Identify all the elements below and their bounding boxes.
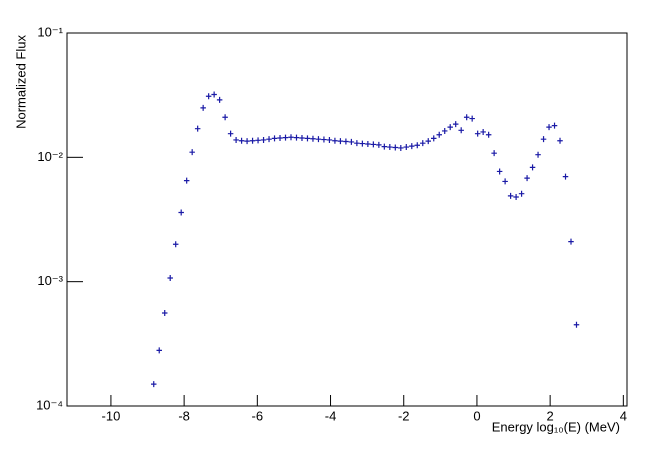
y-tick-label: 10⁻²: [37, 149, 63, 164]
data-point: [304, 135, 311, 142]
data-point: [535, 151, 541, 158]
data-point: [332, 137, 338, 144]
x-tick-label: 0: [473, 408, 480, 423]
data-point: [343, 138, 349, 145]
data-point: [244, 138, 250, 145]
data-point: [458, 127, 464, 134]
data-point: [452, 121, 459, 128]
data-point: [447, 124, 453, 131]
data-point: [238, 137, 245, 144]
y-tick-label: 10⁻⁴: [36, 397, 63, 412]
data-point: [271, 135, 278, 142]
y-tick-label: 10⁻³: [37, 273, 63, 288]
data-point: [420, 140, 426, 147]
data-point: [557, 137, 563, 144]
data-point: [172, 241, 179, 248]
x-axis-title: Energy log₁₀(E) (MeV): [492, 419, 620, 434]
data-point: [568, 238, 574, 245]
data-point: [540, 136, 547, 143]
data-point: [321, 136, 327, 143]
data-point: [546, 124, 552, 131]
data-point: [299, 135, 305, 142]
data-point: [227, 130, 234, 137]
data-point: [431, 135, 437, 142]
data-point: [409, 143, 415, 150]
data-point: [469, 115, 475, 122]
x-tick-label: -2: [398, 408, 410, 423]
data-point: [337, 138, 344, 145]
data-point: [365, 141, 371, 148]
x-tick-label: -6: [252, 408, 264, 423]
data-point: [403, 144, 410, 151]
data-point: [266, 136, 272, 143]
data-point: [183, 177, 190, 184]
x-tick-label: 2: [547, 408, 554, 423]
data-point: [200, 104, 206, 111]
data-point: [529, 164, 536, 171]
data-point: [348, 138, 355, 145]
data-point: [354, 140, 360, 147]
data-point: [507, 192, 514, 199]
data-point: [359, 140, 366, 147]
data-point: [491, 150, 497, 157]
data-point: [387, 144, 393, 151]
y-tick-label: 10⁻¹: [37, 24, 63, 39]
data-point: [414, 142, 421, 149]
data-point: [156, 347, 162, 354]
data-point: [502, 178, 508, 185]
x-tick-label: -8: [178, 408, 190, 423]
data-point: [485, 131, 492, 138]
data-point: [463, 114, 470, 121]
x-tick-label: -4: [325, 408, 337, 423]
data-point: [370, 141, 377, 148]
data-point: [216, 96, 223, 103]
data-point: [249, 137, 256, 144]
y-axis-title: Normalized Flux: [13, 35, 28, 129]
data-point: [282, 134, 289, 141]
data-point: [167, 275, 173, 282]
x-tick-label: -10: [102, 408, 121, 423]
data-point: [392, 144, 399, 151]
data-point: [161, 309, 168, 316]
data-point: [255, 137, 261, 144]
data-point: [436, 131, 442, 138]
plot-frame: [66, 32, 628, 407]
data-point: [480, 128, 486, 135]
data-point: [326, 136, 333, 143]
x-tick-label: 4: [620, 408, 627, 423]
data-point: [222, 114, 228, 121]
data-point: [205, 93, 212, 100]
data-point: [518, 190, 525, 197]
data-point: [293, 134, 300, 141]
data-point: [398, 144, 404, 151]
data-point: [288, 134, 294, 141]
data-point: [178, 209, 184, 216]
data-point: [513, 193, 519, 200]
data-point: [194, 125, 201, 132]
data-point: [524, 175, 530, 182]
data-point: [381, 143, 388, 150]
data-point: [277, 135, 283, 142]
data-point: [211, 91, 217, 98]
data-point: [310, 135, 316, 142]
data-point: [441, 127, 448, 134]
data-point: [151, 381, 157, 388]
data-point: [551, 122, 558, 129]
data-point: [562, 173, 569, 180]
data-point: [260, 136, 267, 143]
data-point: [573, 321, 580, 328]
data-point: [233, 136, 239, 143]
data-point: [474, 130, 481, 137]
data-point: [315, 136, 322, 143]
data-point: [496, 168, 503, 175]
data-point: [425, 138, 431, 145]
data-point: [189, 149, 195, 156]
data-point: [376, 141, 382, 148]
